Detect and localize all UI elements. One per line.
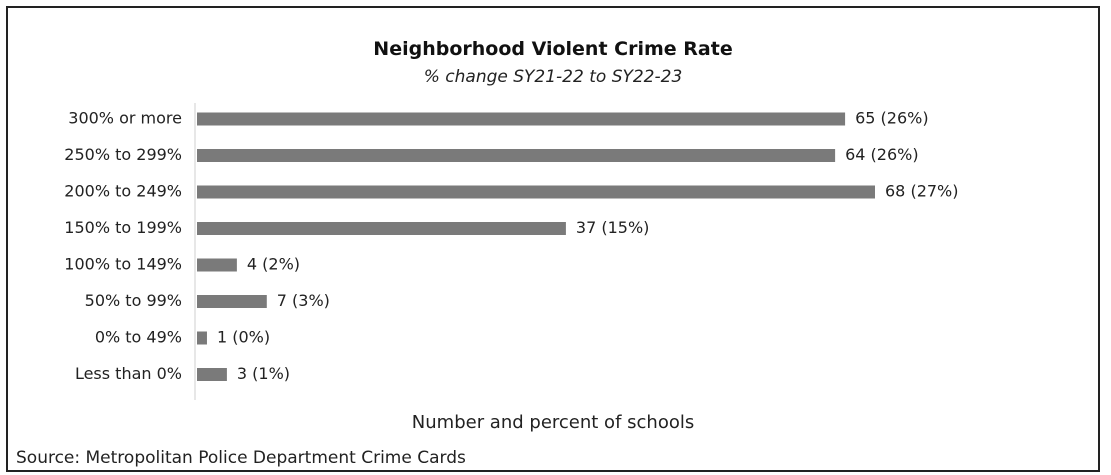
bars [197, 112, 875, 381]
category-label: 150% to 199% [64, 218, 182, 237]
bar-chart-plot: 300% or more 250% to 299% 200% to 249% 150%… [64, 103, 959, 400]
bar [197, 185, 875, 199]
data-label: 37 (15%) [576, 218, 650, 237]
bar [197, 331, 207, 345]
data-label: 65 (26%) [855, 109, 929, 128]
category-label: Less than 0% [75, 364, 182, 383]
data-label: 7 (3%) [277, 291, 330, 310]
bar [197, 295, 267, 308]
chart-frame: Neighborhood Violent Crime Rate % change… [6, 6, 1100, 472]
data-labels: 65 (26%) 64 (26%) 68 (27%) 37 (15%) 4 (2%) 7 … [217, 109, 959, 384]
category-label: 250% to 299% [64, 145, 182, 164]
category-label: 50% to 99% [85, 291, 182, 310]
category-label: 100% to 149% [64, 255, 182, 274]
category-label: 0% to 49% [95, 328, 182, 347]
source-note: Source: Metropolitan Police Department C… [16, 448, 466, 468]
category-label: 300% or more [68, 109, 182, 128]
data-label: 3 (1%) [237, 364, 290, 383]
bar [197, 368, 227, 381]
data-label: 64 (26%) [845, 145, 919, 164]
bar [197, 112, 846, 126]
data-label: 1 (0%) [217, 328, 270, 347]
bar [197, 258, 237, 272]
chart-title: Neighborhood Violent Crime Rate [373, 38, 733, 60]
bar [197, 149, 836, 162]
category-label: 200% to 249% [64, 182, 182, 201]
data-label: 4 (2%) [247, 255, 300, 274]
x-axis-label: Number and percent of schools [411, 412, 695, 433]
category-labels: 300% or more 250% to 299% 200% to 249% 150%… [64, 109, 182, 384]
data-label: 68 (27%) [885, 182, 959, 201]
bar [197, 222, 566, 235]
chart-subtitle: % change SY21-22 to SY22-23 [423, 67, 683, 87]
